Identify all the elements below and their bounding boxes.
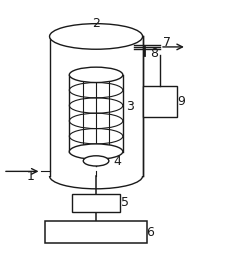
- Bar: [45, 221, 147, 243]
- Text: 2: 2: [92, 17, 100, 30]
- Ellipse shape: [69, 144, 123, 159]
- Ellipse shape: [83, 156, 109, 166]
- Text: 1: 1: [27, 170, 35, 183]
- Text: 5: 5: [121, 196, 129, 209]
- Text: 7: 7: [163, 36, 171, 49]
- Ellipse shape: [50, 24, 143, 49]
- Text: 9: 9: [177, 95, 185, 108]
- Text: 6: 6: [146, 226, 154, 239]
- Bar: [72, 194, 121, 212]
- Bar: [143, 87, 177, 117]
- Text: 8: 8: [150, 47, 158, 60]
- Text: 4: 4: [113, 155, 121, 168]
- Ellipse shape: [69, 67, 123, 83]
- Text: 3: 3: [126, 100, 134, 113]
